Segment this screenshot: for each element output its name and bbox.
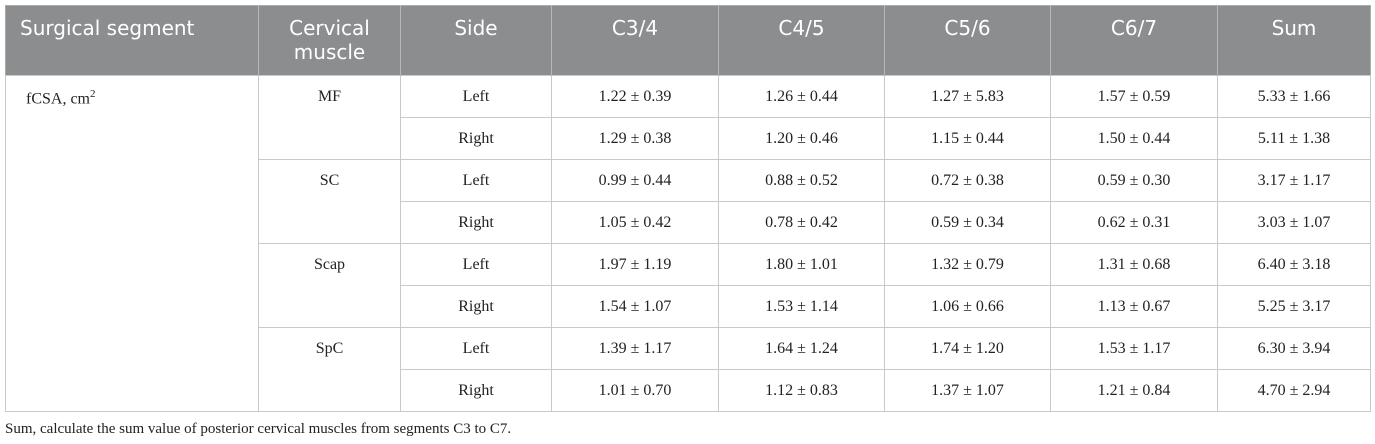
value-cell: 1.22 ± 0.39 bbox=[551, 75, 719, 118]
value-cell: 0.59 ± 0.34 bbox=[884, 201, 1051, 244]
table-row: Right 1.54 ± 1.07 1.53 ± 1.14 1.06 ± 0.66 1.… bbox=[6, 285, 1371, 328]
value-cell: 0.99 ± 0.44 bbox=[551, 159, 719, 202]
value-cell: 0.78 ± 0.42 bbox=[718, 201, 885, 244]
muscle-cell: SC bbox=[258, 159, 401, 244]
value-cell: 5.25 ± 3.17 bbox=[1217, 285, 1371, 328]
header-cell: C5/6 bbox=[884, 5, 1051, 76]
value-cell: 6.30 ± 3.94 bbox=[1217, 327, 1371, 370]
table-row: fCSA, cm2 MF Left 1.22 ± 0.39 1.26 ± 0.44 1.2… bbox=[5, 75, 1371, 412]
value-cell: 1.39 ± 1.17 bbox=[551, 327, 719, 370]
side-cell: Left bbox=[400, 243, 552, 286]
value-cell: 1.80 ± 1.01 bbox=[718, 243, 885, 286]
value-cell: 5.11 ± 1.38 bbox=[1217, 117, 1371, 160]
table-row: Scap Left 1.97 ± 1.19 1.80 ± 1.01 1.32 ± 0.7… bbox=[6, 243, 1371, 328]
table-row: Right 1.29 ± 0.38 1.20 ± 0.46 1.15 ± 0.44 1.… bbox=[6, 117, 1371, 160]
table-row: SpC Left 1.39 ± 1.17 1.64 ± 1.24 1.74 ± 1.20… bbox=[6, 327, 1371, 412]
value-cell: 1.50 ± 0.44 bbox=[1050, 117, 1218, 160]
header-cell: Cervical muscle bbox=[258, 5, 401, 76]
value-cell: 1.27 ± 5.83 bbox=[884, 75, 1051, 118]
value-cell: 1.13 ± 0.67 bbox=[1050, 285, 1218, 328]
value-cell: 5.33 ± 1.66 bbox=[1217, 75, 1371, 118]
header-cell: C6/7 bbox=[1050, 5, 1218, 76]
value-cell: 4.70 ± 2.94 bbox=[1217, 369, 1371, 412]
side-cell: Right bbox=[400, 117, 552, 160]
value-cell: 1.12 ± 0.83 bbox=[718, 369, 885, 412]
value-cell: 1.05 ± 0.42 bbox=[551, 201, 719, 244]
header-cell: Side bbox=[400, 5, 552, 76]
value-cell: 1.54 ± 1.07 bbox=[551, 285, 719, 328]
value-cell: 3.03 ± 1.07 bbox=[1217, 201, 1371, 244]
value-cell: 1.37 ± 1.07 bbox=[884, 369, 1051, 412]
side-cell: Left bbox=[400, 159, 552, 202]
muscle-cell: SpC bbox=[258, 327, 401, 412]
value-cell: 1.64 ± 1.24 bbox=[718, 327, 885, 370]
value-cell: 3.17 ± 1.17 bbox=[1217, 159, 1371, 202]
side-cell: Left bbox=[400, 75, 552, 118]
value-cell: 6.40 ± 3.18 bbox=[1217, 243, 1371, 286]
value-cell: 1.74 ± 1.20 bbox=[884, 327, 1051, 370]
value-cell: 1.15 ± 0.44 bbox=[884, 117, 1051, 160]
table-body: fCSA, cm2 MF Left 1.22 ± 0.39 1.26 ± 0.44 1.2… bbox=[5, 75, 1371, 412]
value-cell: 1.57 ± 0.59 bbox=[1050, 75, 1218, 118]
row-label-superscript: 2 bbox=[90, 88, 96, 100]
value-cell: 0.72 ± 0.38 bbox=[884, 159, 1051, 202]
value-cell: 1.31 ± 0.68 bbox=[1050, 243, 1218, 286]
value-cell: 1.29 ± 0.38 bbox=[551, 117, 719, 160]
value-cell: 1.20 ± 0.46 bbox=[718, 117, 885, 160]
table-row: SC Left 0.99 ± 0.44 0.88 ± 0.52 0.72 ± 0.38 0… bbox=[6, 159, 1371, 244]
row-label-cell: fCSA, cm2 bbox=[5, 75, 259, 412]
header-row: Surgical segment Cervical muscle Side C3/4 C… bbox=[5, 5, 1371, 76]
side-cell: Left bbox=[400, 327, 552, 370]
value-cell: 1.06 ± 0.66 bbox=[884, 285, 1051, 328]
side-cell: Right bbox=[400, 285, 552, 328]
value-cell: 0.88 ± 0.52 bbox=[718, 159, 885, 202]
value-cell: 1.53 ± 1.14 bbox=[718, 285, 885, 328]
header-cell: Surgical segment bbox=[5, 5, 259, 76]
value-cell: 1.26 ± 0.44 bbox=[718, 75, 885, 118]
muscle-cell: Scap bbox=[258, 243, 401, 328]
value-cell: 1.32 ± 0.79 bbox=[884, 243, 1051, 286]
value-cell: 0.62 ± 0.31 bbox=[1050, 201, 1218, 244]
value-cell: 0.59 ± 0.30 bbox=[1050, 159, 1218, 202]
value-cell: 1.21 ± 0.84 bbox=[1050, 369, 1218, 412]
value-cell: 1.97 ± 1.19 bbox=[551, 243, 719, 286]
header-cell: Sum bbox=[1217, 5, 1371, 76]
row-label: fCSA, cm bbox=[26, 90, 90, 108]
side-cell: Right bbox=[400, 369, 552, 412]
muscle-cell: MF bbox=[258, 75, 401, 160]
side-cell: Right bbox=[400, 201, 552, 244]
value-cell: 1.53 ± 1.17 bbox=[1050, 327, 1218, 370]
data-table: Surgical segment Cervical muscle Side C3/4 C… bbox=[5, 5, 1371, 412]
table-row: Right 1.01 ± 0.70 1.12 ± 0.83 1.37 ± 1.07 1.… bbox=[6, 369, 1371, 412]
value-cell: 1.01 ± 0.70 bbox=[551, 369, 719, 412]
table-row: Right 1.05 ± 0.42 0.78 ± 0.42 0.59 ± 0.34 0.… bbox=[6, 201, 1371, 244]
header-cell: C4/5 bbox=[718, 5, 885, 76]
footnote: Sum, calculate the sum value of posterio… bbox=[5, 421, 512, 437]
header-cell: C3/4 bbox=[551, 5, 719, 76]
